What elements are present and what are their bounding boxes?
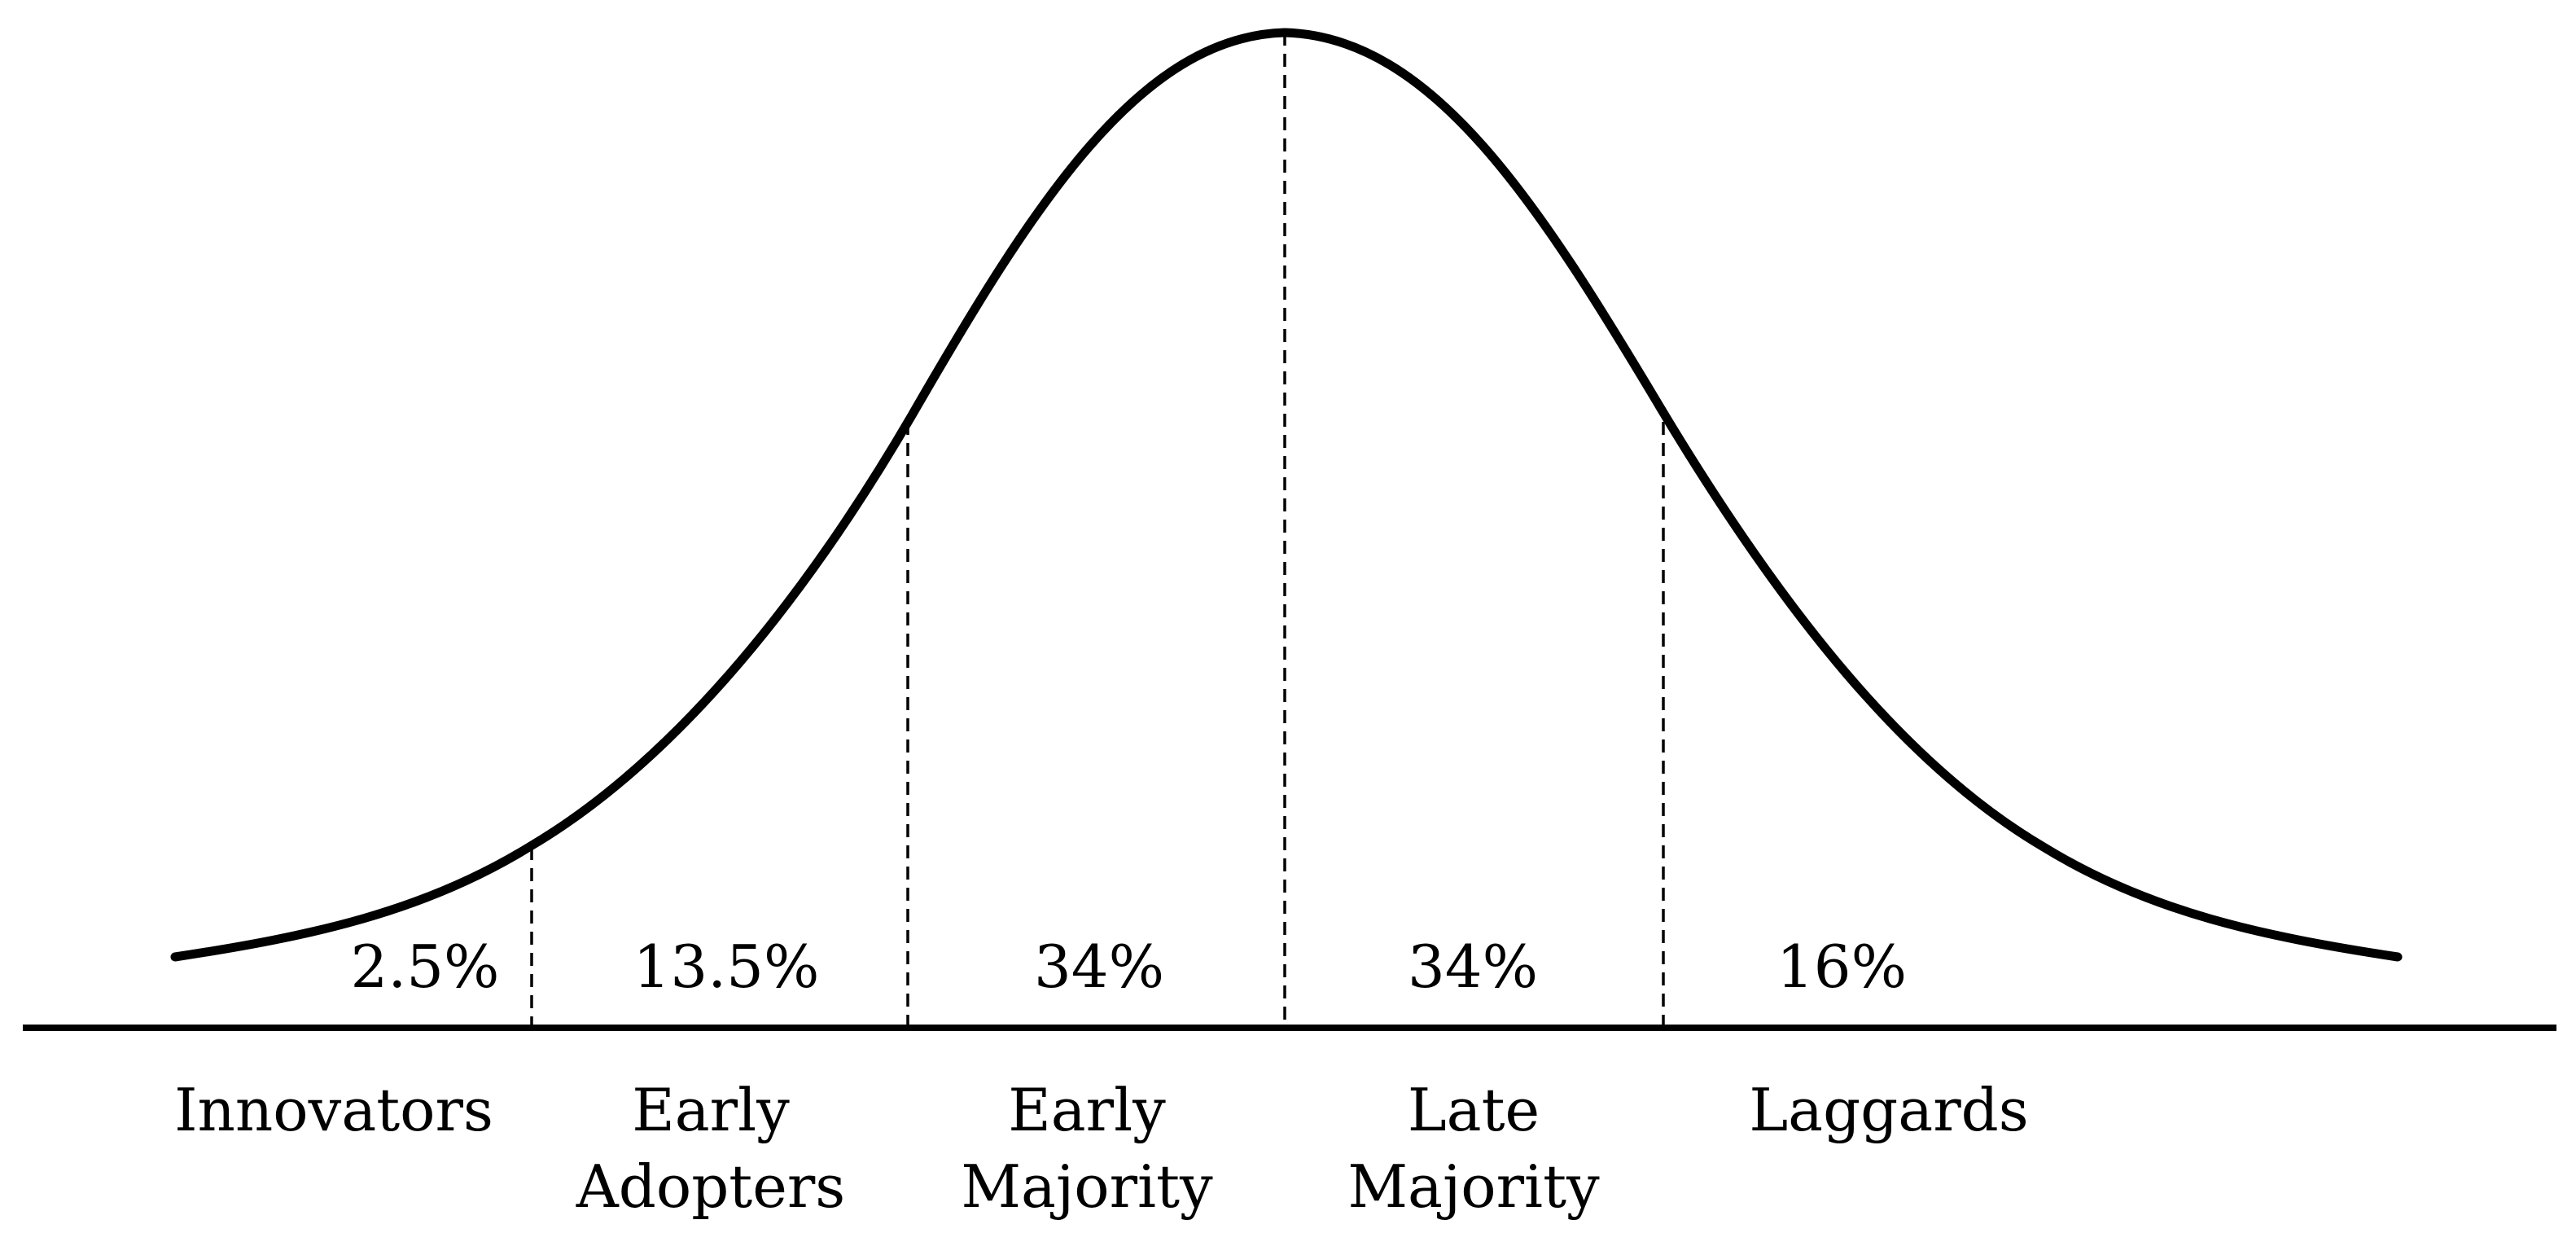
category-label-early-adopters-line1: Early — [632, 1076, 790, 1144]
percent-label-innovators: 2.5% — [351, 932, 500, 1001]
category-label-laggards: Laggards — [1749, 1076, 2028, 1144]
percent-label-late-majority: 34% — [1408, 932, 1538, 1001]
percent-label-early-majority: 34% — [1034, 932, 1164, 1001]
bell-curve — [170, 28, 2403, 962]
category-label-late-majority-line1: Late — [1408, 1076, 1540, 1144]
category-label-early-adopters-line2: Adopters — [576, 1152, 845, 1221]
category-label-late-majority-line2: Majority — [1347, 1152, 1600, 1221]
category-label-innovators: Innovators — [174, 1076, 493, 1144]
category-label-early-majority-line1: Early — [1008, 1076, 1166, 1144]
percent-label-early-adopters: 13.5% — [633, 932, 820, 1001]
percent-label-laggards: 16% — [1776, 932, 1907, 1001]
category-label-early-majority-line2: Majority — [961, 1152, 1213, 1221]
